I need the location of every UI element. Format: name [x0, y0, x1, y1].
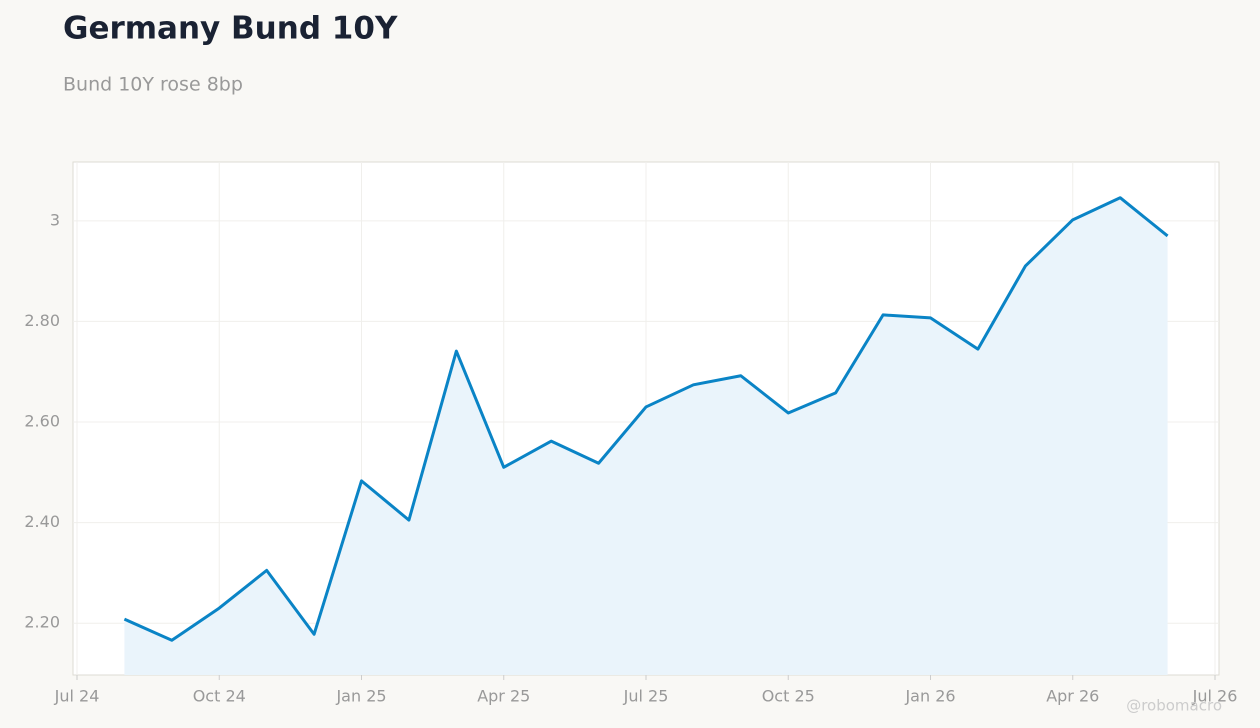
x-tick-label: Jan 25 — [335, 687, 386, 706]
y-tick-label: 3 — [50, 210, 60, 229]
y-tick-label: 2.40 — [24, 512, 60, 531]
x-tick-label: Jul 24 — [54, 687, 100, 706]
y-tick-label: 2.20 — [24, 613, 60, 632]
y-tick-label: 2.80 — [24, 311, 60, 330]
chart-title: Germany Bund 10Y — [63, 11, 398, 47]
x-tick-label: Oct 25 — [762, 687, 815, 706]
x-tick-label: Apr 26 — [1046, 687, 1099, 706]
chart-subtitle: Bund 10Y rose 8bp — [63, 74, 243, 96]
x-tick-label: Jul 25 — [623, 687, 669, 706]
watermark: @robomacro — [1126, 697, 1222, 715]
x-tick-label: Oct 24 — [193, 687, 246, 706]
line — [123, 196, 1169, 642]
x-tick-label: Jan 26 — [904, 687, 955, 706]
y-tick-label: 2.60 — [24, 412, 60, 431]
x-tick-label: Jul 26 — [1192, 687, 1238, 706]
x-tick-label: Apr 25 — [477, 687, 530, 706]
